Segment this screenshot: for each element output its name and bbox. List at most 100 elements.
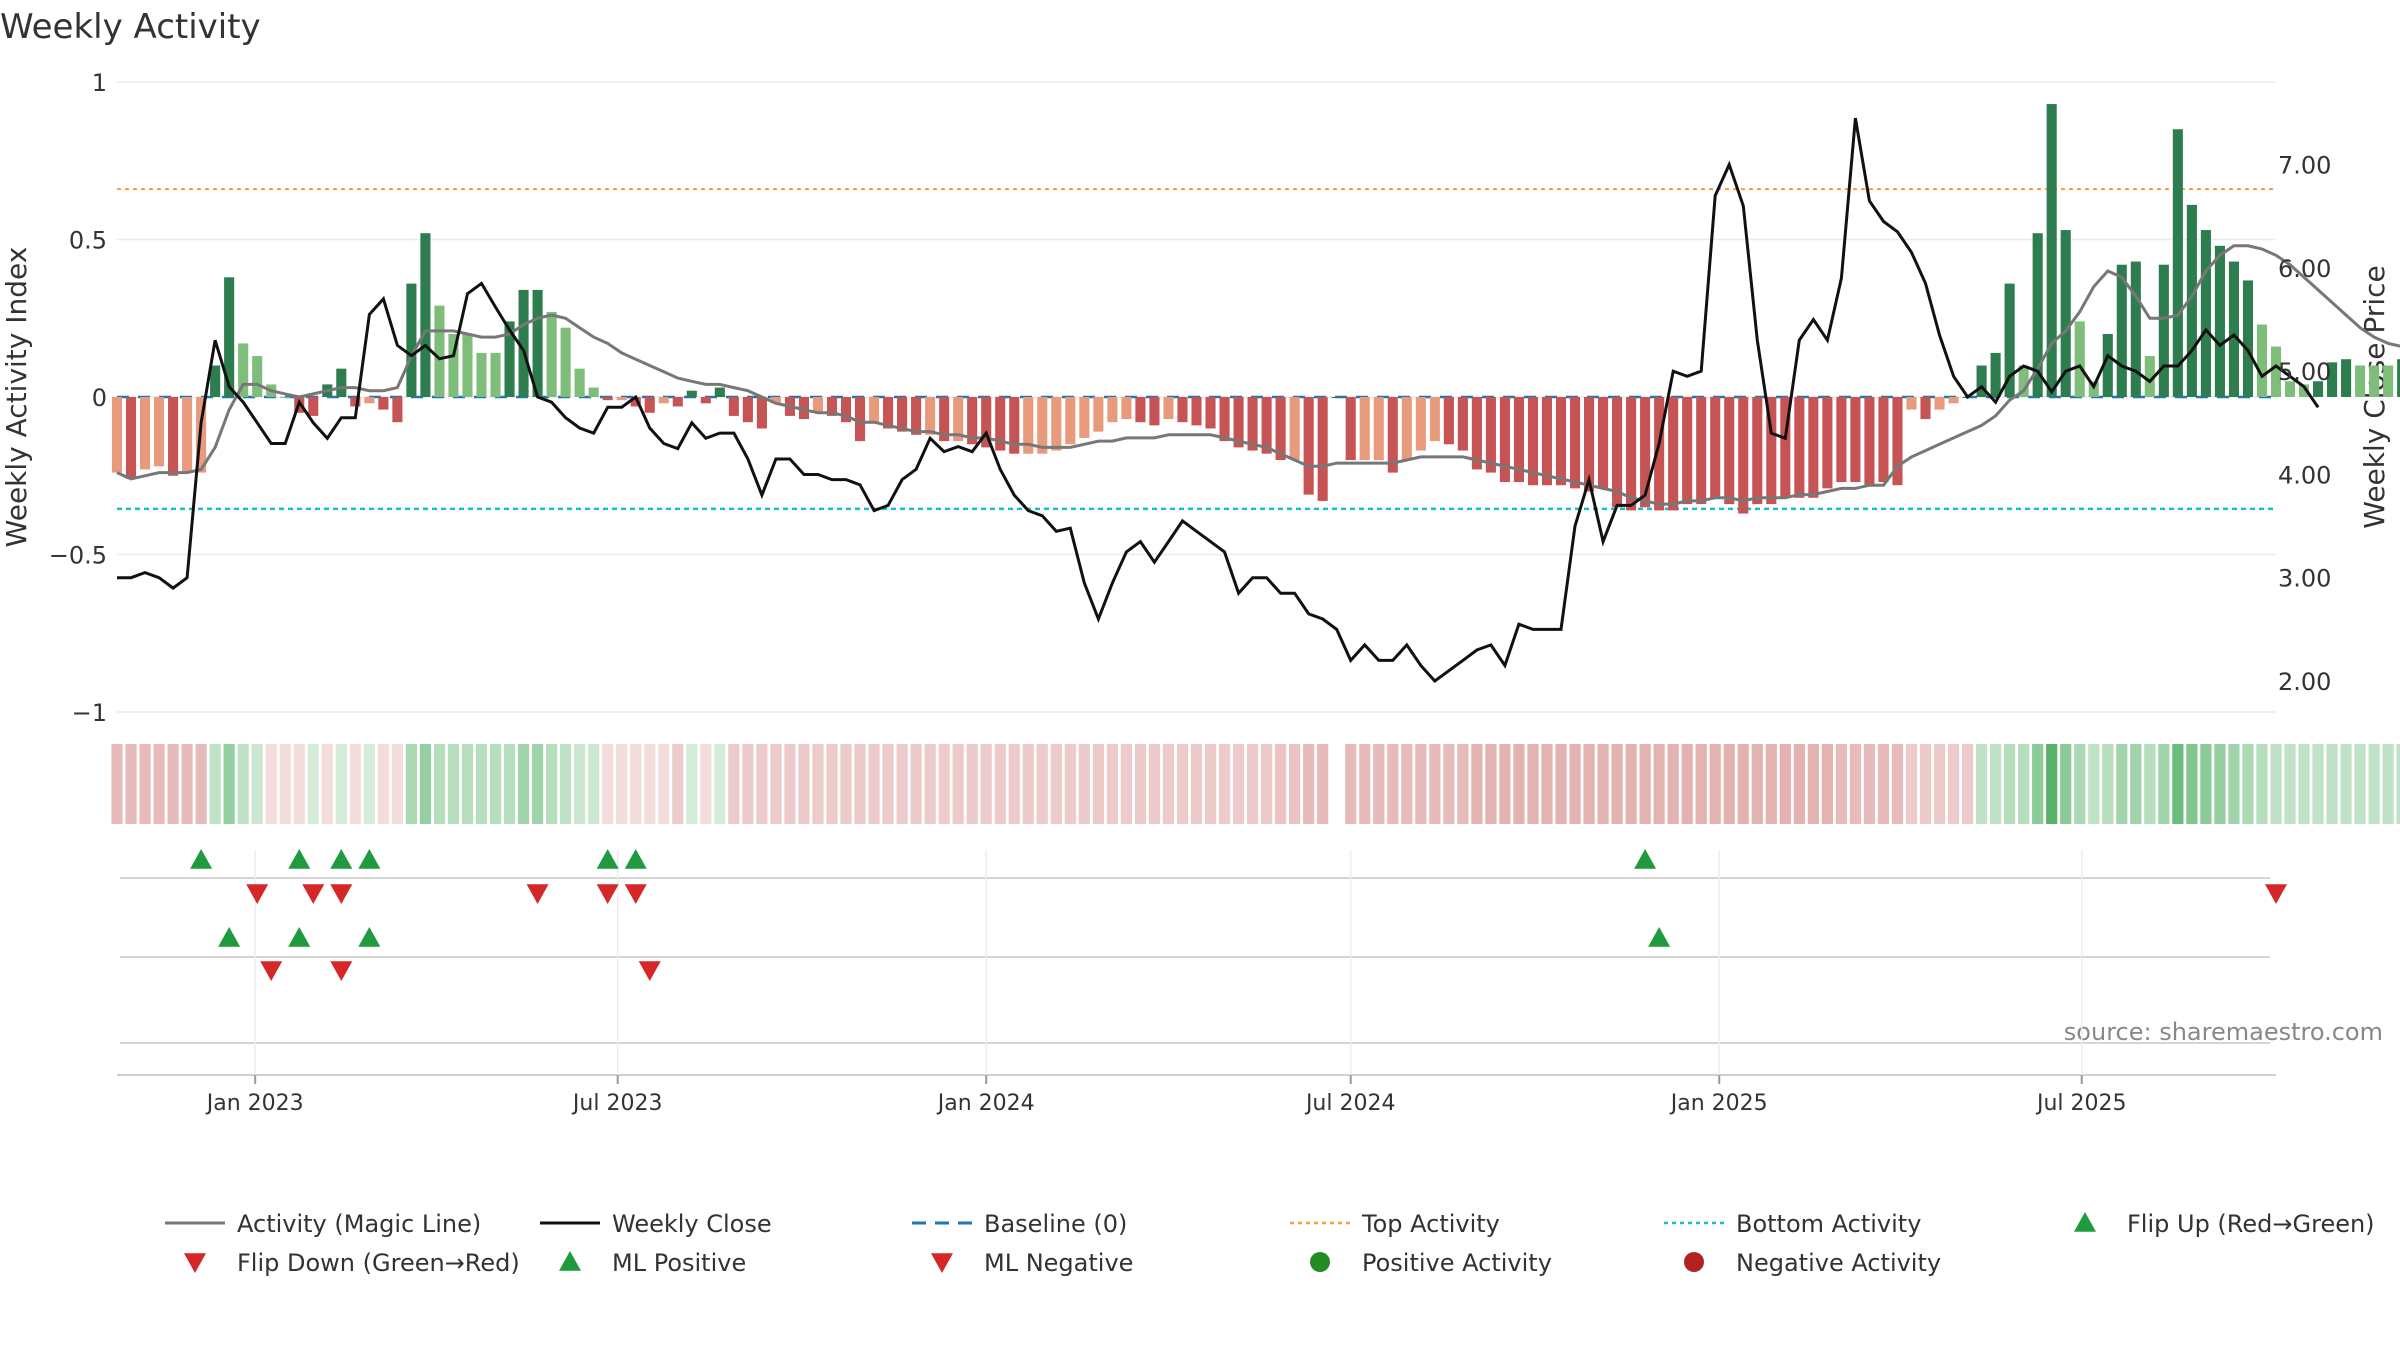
activity-bar xyxy=(1345,397,1356,460)
legend-swatch xyxy=(931,1253,953,1273)
activity-band-cell xyxy=(461,744,474,824)
activity-band-cell xyxy=(560,744,572,824)
activity-band-cell xyxy=(966,744,978,824)
legend-item: Flip Down (Green→Red) xyxy=(184,1249,520,1277)
activity-band-cell xyxy=(517,744,530,824)
activity-band-cell xyxy=(1751,744,1763,824)
activity-bar xyxy=(1569,397,1581,489)
activity-band-cell xyxy=(1218,744,1231,824)
activity-bar xyxy=(1037,397,1048,454)
activity-bar xyxy=(1051,397,1062,451)
activity-band-cell xyxy=(2130,744,2142,824)
activity-band-cell xyxy=(574,744,586,824)
activity-band-cell xyxy=(1232,744,1245,824)
activity-band-cell xyxy=(1457,744,1469,824)
activity-band-cell xyxy=(602,744,614,824)
activity-band-cell xyxy=(658,744,670,824)
activity-bar xyxy=(1555,397,1567,486)
activity-band-cell xyxy=(784,744,796,824)
activity-bar xyxy=(1317,397,1328,501)
activity-bar xyxy=(2102,334,2113,397)
activity-bar xyxy=(125,397,137,479)
activity-band-cell xyxy=(153,744,165,824)
activity-band-cell xyxy=(980,744,992,824)
flip-up-marker xyxy=(596,849,619,869)
activity-bar xyxy=(616,397,627,401)
activity-band-cell xyxy=(1961,744,1974,824)
flip-down-marker xyxy=(330,884,353,904)
activity-band-cell xyxy=(728,744,740,824)
activity-band-cell xyxy=(1541,744,1553,824)
activity-bar xyxy=(602,397,613,401)
right-tick-label: 5.00 xyxy=(2278,358,2331,386)
activity-bar xyxy=(2242,280,2254,397)
activity-band-cell xyxy=(1120,744,1133,824)
activity-bar xyxy=(756,397,767,429)
activity-bar xyxy=(182,397,193,473)
activity-bar xyxy=(1275,397,1286,460)
activity-bar xyxy=(1696,397,1707,505)
activity-bar xyxy=(1513,397,1524,483)
activity-band-cell xyxy=(363,744,375,824)
activity-bar xyxy=(2200,230,2211,397)
activity-band-cell xyxy=(1471,744,1483,824)
activity-band-cell xyxy=(994,744,1006,824)
activity-band-cell xyxy=(1162,744,1175,824)
activity-bar xyxy=(812,397,824,413)
x-tick-label: Jan 2024 xyxy=(936,1091,1035,1116)
activity-band-cell xyxy=(1919,744,1932,824)
activity-band-cell xyxy=(1078,744,1090,824)
activity-band-cell xyxy=(2032,744,2044,824)
activity-bar xyxy=(1233,397,1244,448)
activity-band-cell xyxy=(840,744,852,824)
activity-band-cell xyxy=(1485,744,1497,824)
right-tick-label: 4.00 xyxy=(2278,461,2331,489)
activity-bar xyxy=(1023,397,1034,454)
activity-band-cell xyxy=(1821,744,1833,824)
activity-band-cell xyxy=(1863,744,1876,824)
activity-bar xyxy=(1387,397,1398,473)
activity-bar xyxy=(1626,397,1637,511)
activity-bar xyxy=(364,397,375,404)
legend-item: Bottom Activity xyxy=(1664,1210,1921,1238)
legend-swatch xyxy=(1310,1252,1330,1272)
activity-bar xyxy=(2313,381,2324,397)
activity-band-cell xyxy=(447,744,460,824)
activity-bar xyxy=(280,397,291,398)
activity-band-cell xyxy=(1975,744,1988,824)
source-text: source: sharemaestro.com xyxy=(2064,1018,2383,1046)
activity-band-cell xyxy=(1429,744,1441,824)
activity-band-cell xyxy=(1260,744,1273,824)
activity-band-cell xyxy=(1373,744,1385,824)
activity-bar xyxy=(2284,381,2296,397)
activity-band-cell xyxy=(1597,744,1609,824)
activity-band-cell xyxy=(2102,744,2114,824)
activity-band-cell xyxy=(2200,744,2212,824)
activity-band-cell xyxy=(1639,744,1651,824)
activity-bar xyxy=(1135,397,1146,423)
activity-band-cell xyxy=(1667,744,1679,824)
activity-bar xyxy=(1794,397,1805,498)
activity-band-cell xyxy=(2214,744,2226,824)
legend-label: Activity (Magic Line) xyxy=(237,1210,481,1238)
activity-band-cell xyxy=(223,744,235,824)
activity-bar xyxy=(2270,346,2282,397)
activity-band-cell xyxy=(1583,744,1595,824)
activity-band-cell xyxy=(1779,744,1791,824)
flip-down-marker xyxy=(2265,884,2287,904)
activity-band-cell xyxy=(2074,744,2086,824)
activity-bar xyxy=(1752,397,1763,505)
flip-down-marker xyxy=(302,884,325,904)
activity-bar xyxy=(2074,321,2085,397)
activity-band-cell xyxy=(1527,744,1539,824)
activity-band-cell xyxy=(770,744,782,824)
activity-band-cell xyxy=(2242,744,2254,824)
activity-band-cell xyxy=(616,744,628,824)
flip-up-marker xyxy=(624,849,647,869)
activity-band-cell xyxy=(1849,744,1862,824)
activity-band-cell xyxy=(1737,744,1749,824)
activity-bar xyxy=(1668,397,1679,511)
activity-band-cell xyxy=(405,744,418,824)
activity-bar xyxy=(1527,397,1539,486)
